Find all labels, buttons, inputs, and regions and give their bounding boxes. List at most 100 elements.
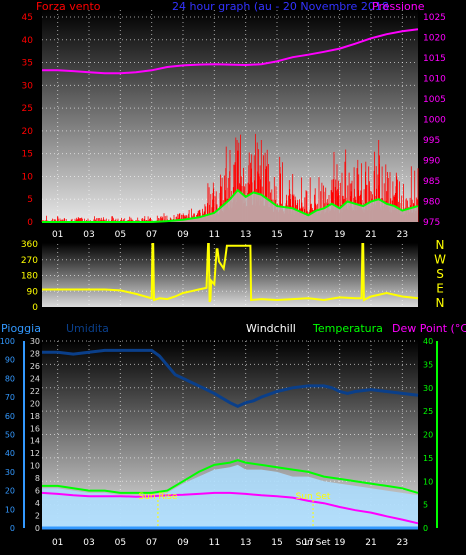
wind-label: Forza vento [36,0,101,13]
left-tick-label: 20 [22,127,34,137]
x-tick-label: 17 [303,230,314,240]
x-tick-label: 17 [303,538,314,548]
direction-tick-label: 0 [32,303,38,313]
dewpoint-line [41,491,419,525]
left-tick-label: 5 [27,195,33,205]
temperature-tick-label: 10 [423,477,433,486]
right-tick-label: 975 [423,218,440,228]
x-tick-label: 11 [209,230,220,240]
rain-tick-label: 20 [30,399,40,408]
compass-label: E [436,282,444,296]
gust-area [42,190,418,222]
sun-label: Sun Set [296,492,331,502]
x-axis-ticks: 01 03 05 07 09 11 13 15 17 19 21 23 [52,230,408,240]
humidity-line [42,348,419,409]
sun-label: Sun Rise [138,492,177,502]
humidity-axis-ticks: 0 10 20 30 40 50 60 70 80 90 100 [0,337,15,533]
left-tick-label: 35 [22,59,33,69]
humidity-tick-label: 20 [5,487,15,496]
humidity-tick-label: 100 [0,337,15,346]
rain-tick-label: 26 [30,362,40,371]
humidity-tick-label: 90 [5,356,15,365]
right-tick-label: 1015 [423,54,446,64]
direction-tick-label: 360 [21,240,38,250]
compass-label: N [436,238,445,252]
x-tick-label: 05 [115,230,126,240]
rain-tick-label: 18 [30,412,40,421]
x-tick-label: 19 [334,538,346,548]
humidity-tick-label: 10 [5,505,15,514]
x-tick-label: 03 [83,230,94,240]
right-tick-label: 1000 [423,116,446,126]
x-tick-label: 23 [397,230,408,240]
humidity-tick-label: 0 [10,524,15,533]
x-tick-label: 15 [271,230,282,240]
graph-title: 24 hour graph (au - 20 Novembre 2018 [172,0,389,13]
temperature-tick-label: 30 [423,384,433,393]
temperature-label: Temperatura [312,322,383,335]
humidity-tick-label: 30 [5,468,15,477]
right-tick-label: 990 [423,157,440,167]
temperature-tick-label: 20 [423,431,433,440]
rain-tick-label: 28 [30,349,40,358]
x-tick-label: 11 [209,538,220,548]
compass-label: N [436,296,445,310]
windchill-label: Windchill [246,322,296,335]
rain-tick-label: 30 [30,337,40,346]
x-tick-label: 15 [271,538,282,548]
temperature-tick-label: 0 [423,524,428,533]
rain-tick-label: 22 [30,387,40,396]
x-tick-label: 21 [365,230,376,240]
sun-markers: Sun Rise Sun Set [138,492,331,528]
x-tick-label: 09 [177,230,189,240]
left-tick-label: 10 [22,172,34,182]
right-axis-ticks: 975 980 985 990 995 1000 1005 1010 1015 1020 1025 [423,13,446,228]
left-tick-label: 0 [27,218,33,228]
dewpoint-label: Dew Point (°C) [392,322,466,335]
x-tick-label: 19 [334,230,346,240]
x-axis-ticks-3: 01 03 05 07 09 11 13 15 17 19 21 23 Sun Set [52,538,408,548]
rain-tick-label: 16 [30,424,40,433]
direction-axis-ticks: 0 90 180 270 360 [21,240,38,313]
rain-tick-label: 12 [30,449,40,458]
compass-label: W [434,253,446,267]
pressure-label: Pressione [372,0,425,13]
x-tick-label: 23 [397,538,408,548]
rain-tick-label: 8 [35,474,40,483]
rain-tick-label: 6 [35,487,40,496]
left-tick-label: 25 [22,104,33,114]
temperature-axis-ticks: 0 5 10 15 20 25 30 35 40 [423,337,438,533]
rain-tick-label: 4 [35,499,40,508]
x-tick-label: 09 [177,538,189,548]
temperature-panel: Sun Rise Sun Set 024681012141618202224262… [0,322,466,548]
right-tick-label: 980 [423,198,440,208]
windchill-area [42,464,418,528]
x-tick-label: 07 [146,538,157,548]
temperature-tick-label: 35 [423,360,433,369]
left-axis-ticks: 0 5 10 15 20 25 30 35 40 45 [22,13,34,228]
pressure-line [42,28,419,75]
x-tick-label: 07 [146,230,157,240]
right-tick-label: 1020 [423,34,446,44]
left-tick-label: 30 [22,81,34,91]
compass-label: S [436,267,444,281]
humidity-tick-label: 50 [5,431,15,440]
humidity-label: Umidita [66,322,109,335]
x-tick-label: 21 [365,538,376,548]
temperature-tick-label: 15 [423,454,433,463]
rain-tick-label: 2 [35,512,40,521]
x-tick-label: 13 [240,230,251,240]
left-tick-label: 15 [22,150,33,160]
rain-tick-label: 14 [30,437,40,446]
humidity-tick-label: 60 [5,412,15,421]
right-tick-label: 1010 [423,75,446,85]
x-tick-label: 01 [52,230,63,240]
temperature-line [42,459,419,494]
right-tick-label: 1005 [423,95,446,105]
humidity-tick-label: 80 [5,374,15,383]
